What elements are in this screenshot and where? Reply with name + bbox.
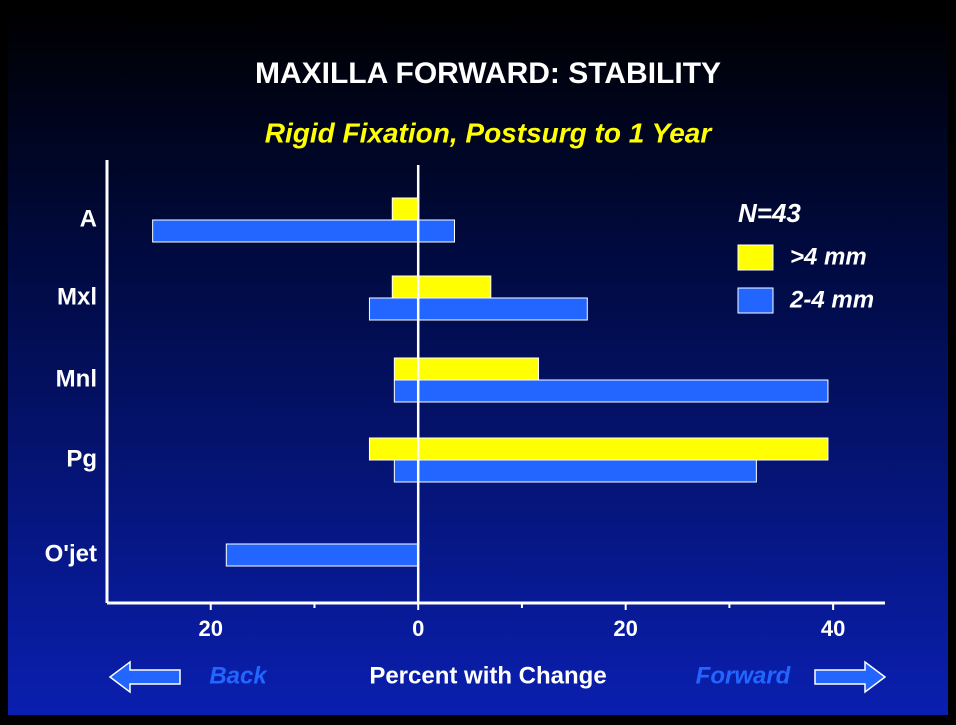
x-tick-label: 40 bbox=[821, 616, 845, 641]
annotation: N=43 bbox=[738, 198, 801, 228]
x-tick-label: 0 bbox=[412, 616, 424, 641]
bar bbox=[368, 437, 829, 461]
forward-label: Forward bbox=[696, 662, 792, 689]
bar bbox=[368, 297, 588, 321]
category-label: Pg bbox=[66, 445, 97, 472]
category-label: O'jet bbox=[45, 540, 97, 567]
legend-label: 2-4 mm bbox=[789, 286, 874, 313]
category-label: Mxl bbox=[57, 283, 97, 310]
bar bbox=[393, 357, 540, 381]
legend-swatch bbox=[737, 244, 774, 271]
back-arrow bbox=[108, 660, 181, 694]
chart-subtitle: Rigid Fixation, Postsurg to 1 Year bbox=[265, 117, 714, 148]
bar bbox=[391, 197, 419, 221]
x-tick-label: 20 bbox=[198, 616, 222, 641]
legend-label: >4 mm bbox=[790, 243, 867, 270]
bar bbox=[391, 275, 492, 299]
back-label: Back bbox=[209, 662, 268, 689]
bar bbox=[393, 459, 757, 483]
bar bbox=[152, 219, 456, 243]
category-label: Mnl bbox=[56, 365, 97, 392]
x-axis-label: Percent with Change bbox=[369, 662, 606, 689]
x-tick-label: 20 bbox=[613, 616, 637, 641]
legend-swatch bbox=[737, 287, 774, 314]
chart-title: MAXILLA FORWARD: STABILITY bbox=[255, 57, 721, 90]
category-label: A bbox=[80, 205, 97, 232]
forward-arrow bbox=[814, 660, 887, 694]
bar bbox=[225, 543, 419, 567]
bar bbox=[393, 379, 829, 403]
